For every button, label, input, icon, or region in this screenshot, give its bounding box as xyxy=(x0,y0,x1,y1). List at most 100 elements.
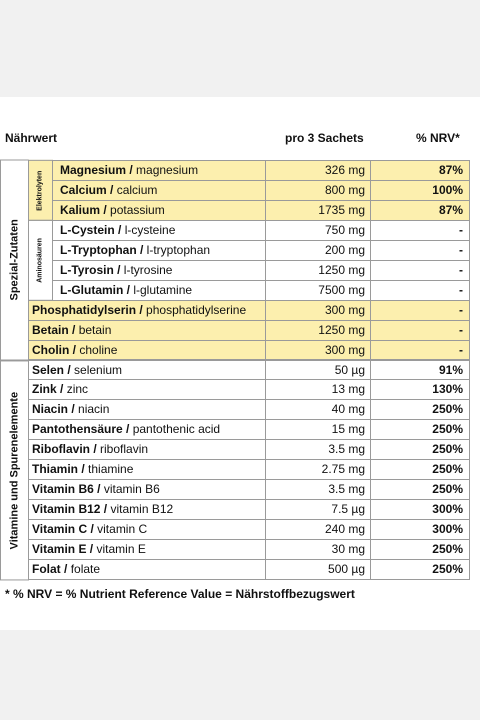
amount-cell: 1250 mg xyxy=(265,319,371,341)
name-cell: Vitamin C / vitamin C xyxy=(28,519,266,541)
nutrient-name: Thiamin / xyxy=(32,462,85,477)
amount-cell: 200 mg xyxy=(265,239,371,261)
nrv-cell: - xyxy=(370,319,470,341)
nutrient-translation: betain xyxy=(78,322,112,337)
group-label: Elektrolyten xyxy=(28,160,53,221)
nutrient-translation: l-tryptophan xyxy=(146,242,211,257)
amount-cell: 7500 mg xyxy=(265,279,371,301)
name-cell: L-Tryptophan / l-tryptophan xyxy=(52,239,266,261)
nrv-cell: - xyxy=(370,239,470,261)
amount-cell: 50 µg xyxy=(265,359,371,381)
nutrient-translation: folate xyxy=(70,562,101,576)
nutrient-translation: pantothenic acid xyxy=(132,422,221,437)
nutrient-name: Cholin / xyxy=(32,342,76,357)
section-label: Vitamine und Spurenelemente xyxy=(0,359,29,580)
nrv-cell: - xyxy=(370,259,470,281)
name-cell: Betain / betain xyxy=(28,319,266,341)
amount-cell: 326 mg xyxy=(265,160,371,181)
nrv-cell: 250% xyxy=(370,399,470,421)
nrv-cell: 87% xyxy=(370,160,470,181)
nutrient-name: Selen / xyxy=(32,362,71,377)
amount-cell: 15 mg xyxy=(265,419,371,441)
nrv-cell: 250% xyxy=(370,459,470,481)
nutrient-translation: vitamin B6 xyxy=(103,482,160,497)
nutrient-translation: calcium xyxy=(116,182,158,197)
nrv-cell: 130% xyxy=(370,379,470,401)
nrv-cell: 250% xyxy=(370,479,470,501)
amount-cell: 300 mg xyxy=(265,299,371,321)
nutrient-name: Zink / xyxy=(32,382,64,397)
header-amount: pro 3 Sachets xyxy=(285,131,364,145)
amount-cell: 240 mg xyxy=(265,519,371,541)
group-label: Aminosäuren xyxy=(28,219,53,301)
nutrient-name: Niacin / xyxy=(32,402,75,417)
nrv-cell: - xyxy=(370,339,470,361)
nrv-cell: 250% xyxy=(370,539,470,560)
nutrient-name: Vitamin B12 / xyxy=(32,502,108,517)
footnote: * % NRV = % Nutrient Reference Value = N… xyxy=(5,587,355,601)
nutrient-name: Kalium / xyxy=(60,202,107,217)
nutrient-name: Vitamin E / xyxy=(32,542,94,557)
nutrient-name: Calcium / xyxy=(60,182,114,197)
amount-cell: 800 mg xyxy=(265,179,371,201)
name-cell: Vitamin B6 / vitamin B6 xyxy=(28,479,266,501)
nutrient-translation: niacin xyxy=(78,402,110,417)
header-nutrient: Nährwert xyxy=(5,131,58,145)
nutrient-name: Riboflavin / xyxy=(32,442,97,457)
amount-cell: 13 mg xyxy=(265,379,371,401)
nutrient-translation: thiamine xyxy=(88,462,134,477)
nutrient-translation: l-cysteine xyxy=(124,222,176,237)
name-cell: Thiamin / thiamine xyxy=(28,459,266,481)
name-cell: Phosphatidylserin / phosphatidylserine xyxy=(28,299,266,321)
nutrient-name: Phosphatidylserin / xyxy=(32,302,143,317)
nutrient-name: Vitamin C / xyxy=(32,522,94,537)
name-cell: Cholin / choline xyxy=(28,339,266,361)
nutrient-translation: vitamin B12 xyxy=(110,502,174,517)
nutrient-translation: magnesium xyxy=(136,163,199,177)
nrv-cell: 300% xyxy=(370,519,470,541)
nutrient-translation: phosphatidylserine xyxy=(146,302,247,317)
nutrient-translation: l-glutamine xyxy=(133,282,193,297)
nutrient-name: Betain / xyxy=(32,322,76,337)
name-cell: Vitamin E / vitamin E xyxy=(28,539,266,560)
amount-cell: 40 mg xyxy=(265,399,371,421)
nutrient-translation: vitamin C xyxy=(97,522,148,537)
nutrient-name: L-Tryptophan / xyxy=(60,242,144,257)
name-cell: Zink / zinc xyxy=(28,379,266,401)
nutrient-translation: zinc xyxy=(66,382,89,397)
nutrient-translation: choline xyxy=(79,342,118,357)
nutrient-name: L-Tyrosin / xyxy=(60,262,121,277)
amount-cell: 750 mg xyxy=(265,219,371,241)
nutrient-translation: l-tyrosine xyxy=(123,262,173,277)
amount-cell: 30 mg xyxy=(265,539,371,560)
nrv-cell: 91% xyxy=(370,359,470,381)
amount-cell: 1250 mg xyxy=(265,259,371,281)
nutrient-name: Folat / xyxy=(32,562,68,576)
nutrient-name: Pantothensäure / xyxy=(32,422,130,437)
amount-cell: 1735 mg xyxy=(265,199,371,221)
header-nrv: % NRV* xyxy=(416,131,460,145)
amount-cell: 7.5 µg xyxy=(265,499,371,521)
nrv-cell: 300% xyxy=(370,499,470,521)
name-cell: Folat / folate xyxy=(28,559,266,580)
name-cell: Calcium / calcium xyxy=(52,179,266,201)
name-cell: Riboflavin / riboflavin xyxy=(28,439,266,461)
nrv-cell: - xyxy=(370,279,470,301)
nutrient-name: Magnesium / xyxy=(60,163,133,177)
name-cell: Vitamin B12 / vitamin B12 xyxy=(28,499,266,521)
name-cell: Magnesium / magnesium xyxy=(52,160,266,181)
nrv-cell: 250% xyxy=(370,559,470,580)
name-cell: Pantothensäure / pantothenic acid xyxy=(28,419,266,441)
nrv-cell: 250% xyxy=(370,419,470,441)
name-cell: L-Cystein / l-cysteine xyxy=(52,219,266,241)
nrv-cell: 250% xyxy=(370,439,470,461)
amount-cell: 500 µg xyxy=(265,559,371,580)
section-label: Spezial-Zutaten xyxy=(0,160,29,361)
name-cell: Niacin / niacin xyxy=(28,399,266,421)
amount-cell: 300 mg xyxy=(265,339,371,361)
amount-cell: 3.5 mg xyxy=(265,439,371,461)
nutrient-translation: potassium xyxy=(110,202,165,217)
nutrient-translation: selenium xyxy=(74,362,123,377)
nutrient-name: Vitamin B6 / xyxy=(32,482,101,497)
